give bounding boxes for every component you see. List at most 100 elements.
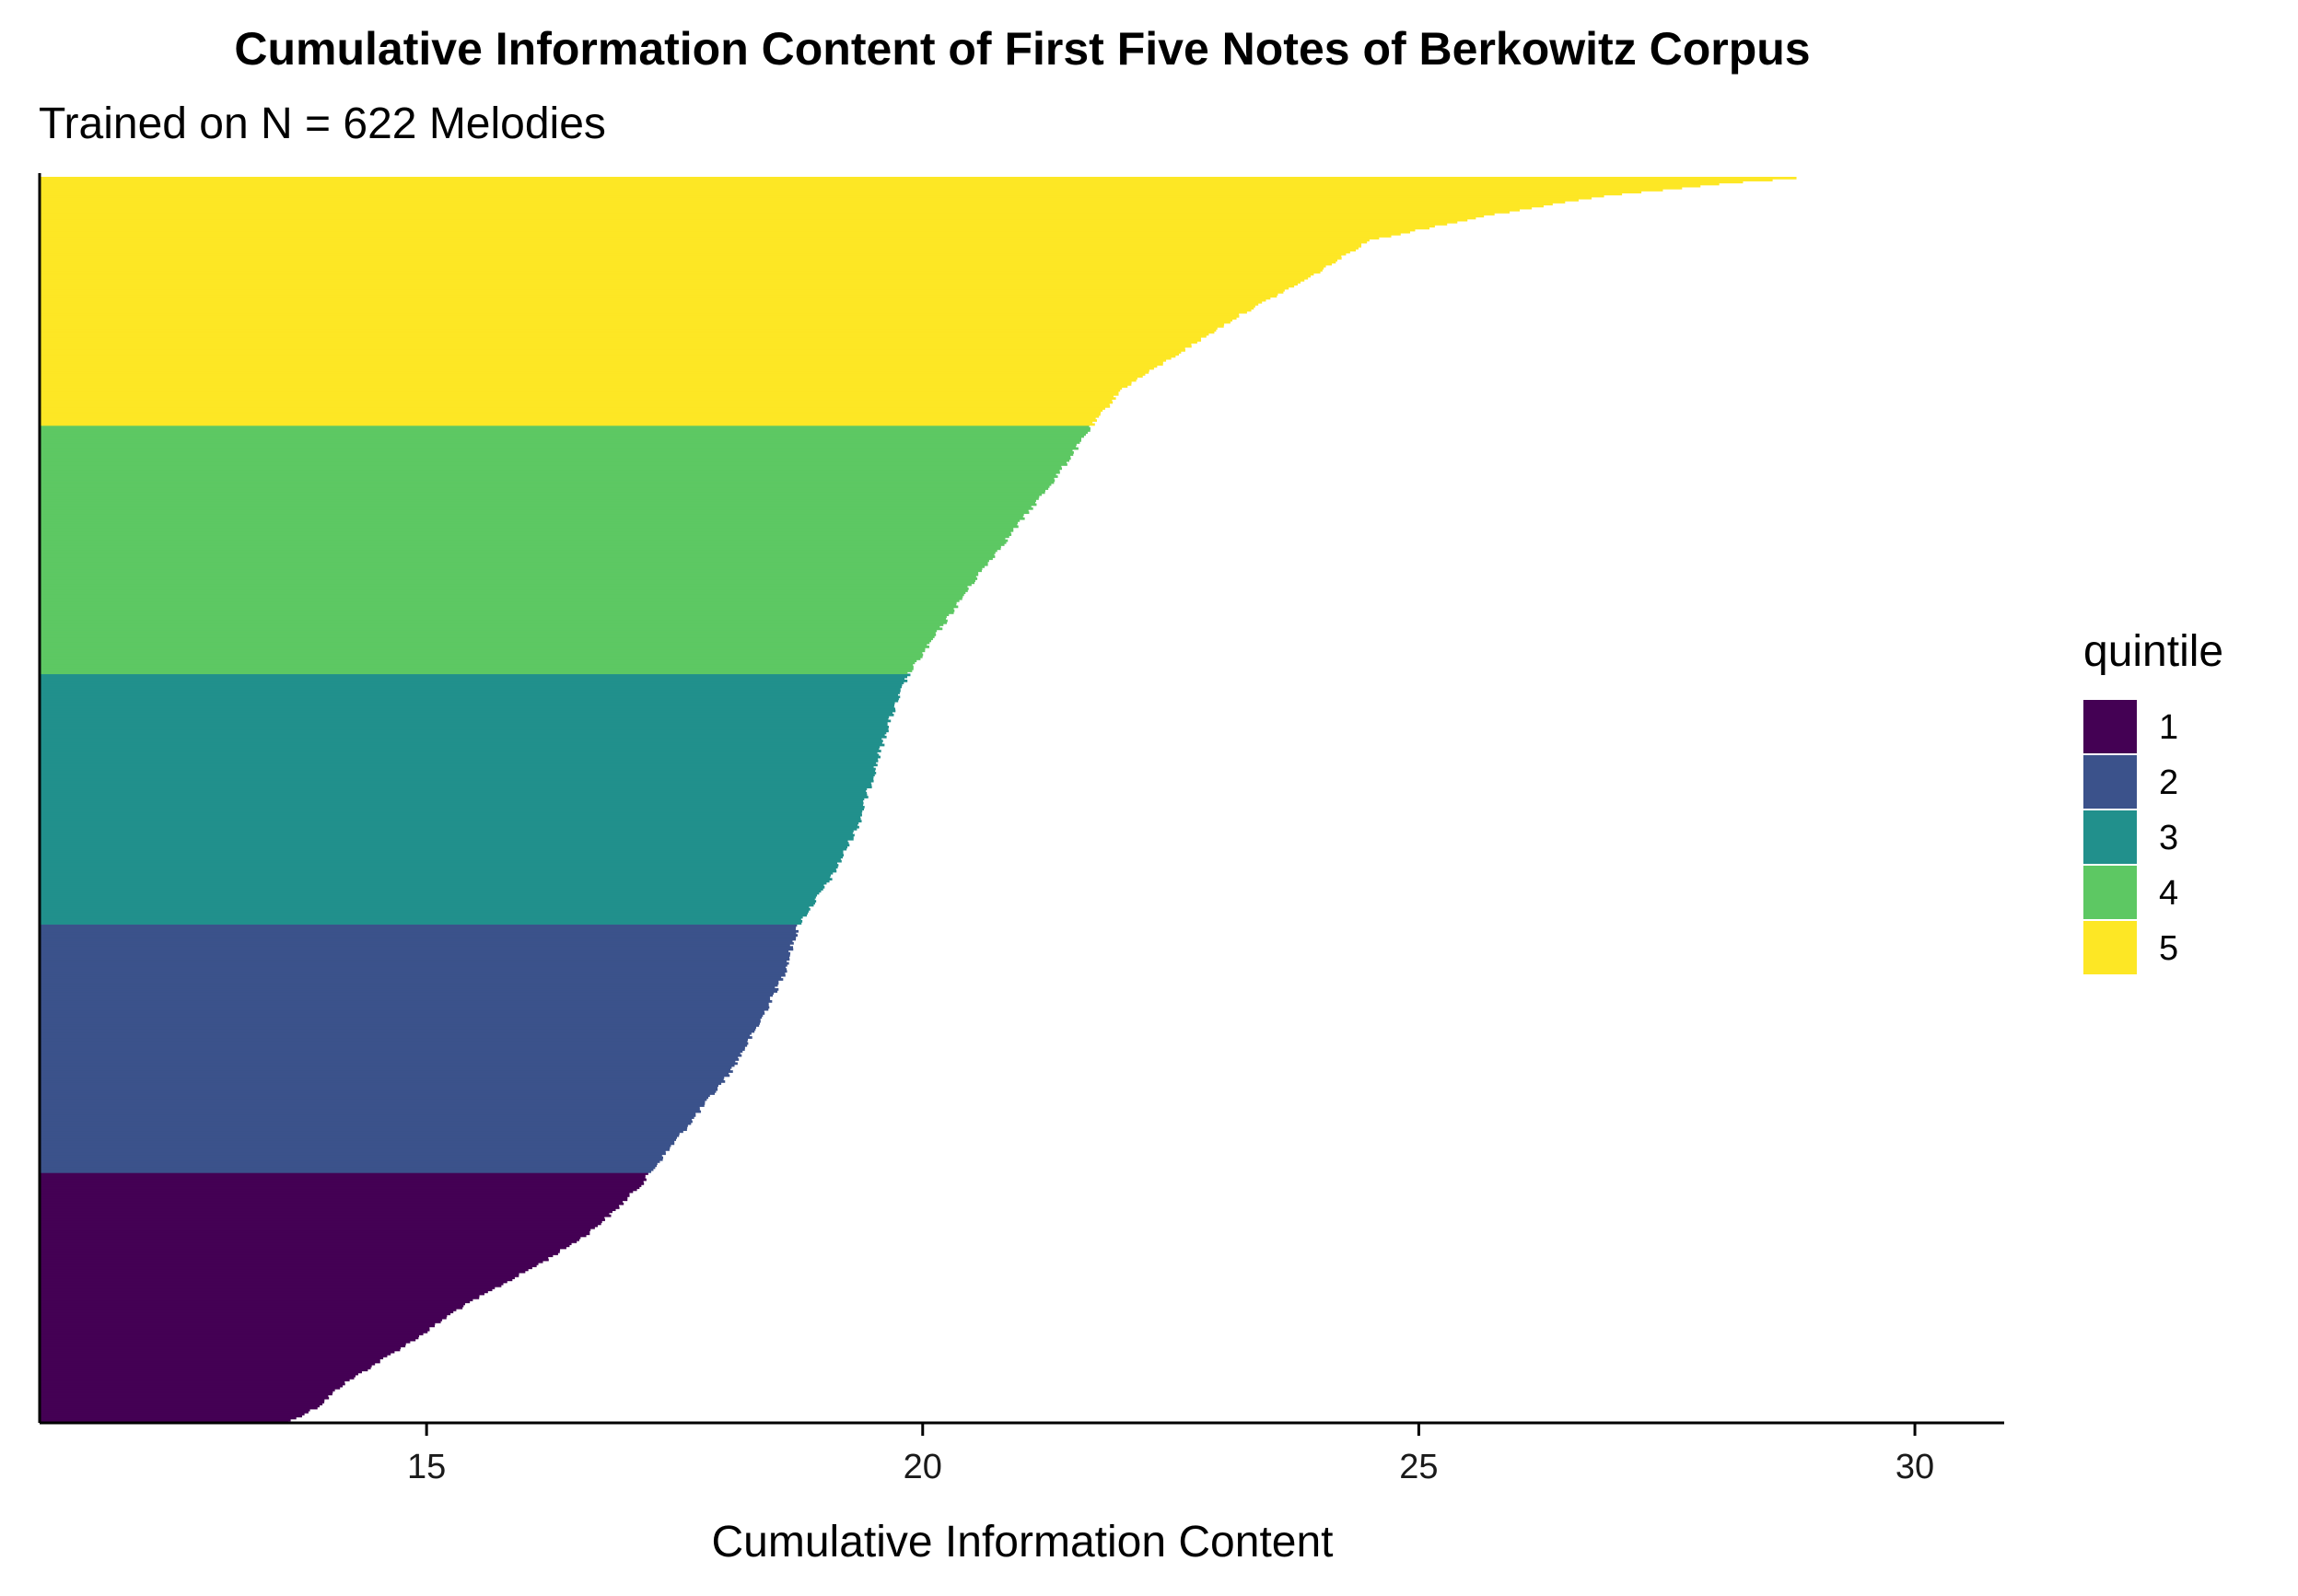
bar-q5 [40, 215, 1485, 218]
bar-q4 [40, 447, 1079, 450]
bar-q5 [40, 324, 1224, 328]
bar-q5 [40, 235, 1392, 238]
bar-q5 [40, 192, 1623, 196]
bar-q1 [40, 1296, 480, 1299]
bar-q3 [40, 697, 899, 701]
bar-q4 [40, 567, 983, 570]
bar-q4 [40, 529, 1014, 532]
bar-q5 [40, 204, 1544, 208]
bar-q2 [40, 926, 797, 929]
bar-q2 [40, 1064, 735, 1067]
bar-q1 [40, 1254, 554, 1258]
bar-q1 [40, 1284, 502, 1287]
bar-q5 [40, 223, 1448, 226]
bar-q5 [40, 341, 1197, 344]
bar-q3 [40, 821, 859, 825]
bar-q3 [40, 677, 905, 681]
bar-q2 [40, 1122, 692, 1125]
bar-q1 [40, 1338, 416, 1342]
bar-q3 [40, 813, 862, 817]
bar-q2 [40, 1009, 764, 1013]
bar-q4 [40, 467, 1063, 471]
bar-q1 [40, 1196, 628, 1199]
bar-q4 [40, 487, 1049, 490]
bar-q2 [40, 1042, 749, 1045]
bar-q4 [40, 491, 1045, 495]
bar-q4 [40, 523, 1018, 527]
bar-q4 [40, 527, 1014, 530]
bar-q1 [40, 1226, 595, 1229]
bar-q4 [40, 505, 1032, 508]
bar-q3 [40, 856, 844, 859]
bar-q3 [40, 898, 815, 901]
bar-q1 [40, 1270, 526, 1274]
bar-q3 [40, 750, 881, 752]
bar-q4 [40, 471, 1060, 474]
bar-q3 [40, 922, 802, 925]
bar-q1 [40, 1334, 420, 1338]
bar-q5 [40, 194, 1604, 198]
bar-q3 [40, 717, 889, 721]
bar-q2 [40, 924, 798, 927]
bar-q4 [40, 659, 917, 663]
bar-q3 [40, 687, 901, 691]
bar-q1 [40, 1333, 424, 1335]
bar-q2 [40, 1126, 688, 1129]
bar-q5 [40, 337, 1201, 340]
bar-q1 [40, 1398, 325, 1402]
bar-q5 [40, 247, 1359, 250]
bar-q4 [40, 517, 1025, 520]
bar-q2 [40, 1074, 730, 1078]
bar-q2 [40, 1008, 769, 1011]
bar-q4 [40, 533, 1012, 536]
bar-q5 [40, 283, 1298, 286]
bar-q1 [40, 1367, 371, 1369]
x-ticks-group: 15 20 25 30 [407, 1423, 1934, 1486]
bar-q3 [40, 880, 830, 883]
bar-q4 [40, 465, 1062, 469]
bar-q4 [40, 489, 1045, 493]
bar-q5 [40, 273, 1314, 276]
bar-q2 [40, 1096, 709, 1100]
bar-q1 [40, 1306, 463, 1310]
x-axis-title: Cumulative Information Content [712, 1518, 1334, 1567]
bar-q1 [40, 1186, 640, 1190]
bar-q2 [40, 1021, 761, 1025]
bar-q1 [40, 1234, 587, 1238]
bar-q5 [40, 417, 1096, 420]
bar-q3 [40, 738, 882, 740]
bar-q3 [40, 886, 825, 889]
bar-q5 [40, 344, 1192, 348]
bar-q3 [40, 781, 871, 785]
bar-q4 [40, 573, 979, 577]
bar-q4 [40, 459, 1070, 462]
bar-q2 [40, 1106, 700, 1110]
bar-q5 [40, 298, 1266, 302]
bar-q1 [40, 1250, 560, 1253]
bar-q4 [40, 609, 955, 612]
bar-q2 [40, 1166, 656, 1170]
bar-q4 [40, 651, 923, 655]
bar-q4 [40, 621, 948, 624]
bar-q1 [40, 1246, 566, 1250]
bar-q4 [40, 581, 975, 585]
bar-q4 [40, 495, 1040, 498]
bar-q2 [40, 938, 797, 941]
bar-q3 [40, 751, 878, 755]
bar-q1 [40, 1352, 391, 1356]
bar-q2 [40, 934, 799, 938]
bar-q1 [40, 1260, 543, 1264]
bar-q5 [40, 317, 1237, 320]
bar-q2 [40, 1004, 769, 1008]
bar-q2 [40, 1100, 706, 1103]
bar-q3 [40, 735, 887, 739]
bar-q1 [40, 1360, 380, 1364]
bar-q2 [40, 929, 799, 933]
bar-q2 [40, 1114, 696, 1117]
bar-q4 [40, 511, 1030, 515]
bar-q2 [40, 970, 787, 973]
bar-q5 [40, 380, 1132, 384]
bar-q2 [40, 1014, 764, 1018]
bar-q5 [40, 244, 1362, 248]
bar-q5 [40, 373, 1146, 376]
